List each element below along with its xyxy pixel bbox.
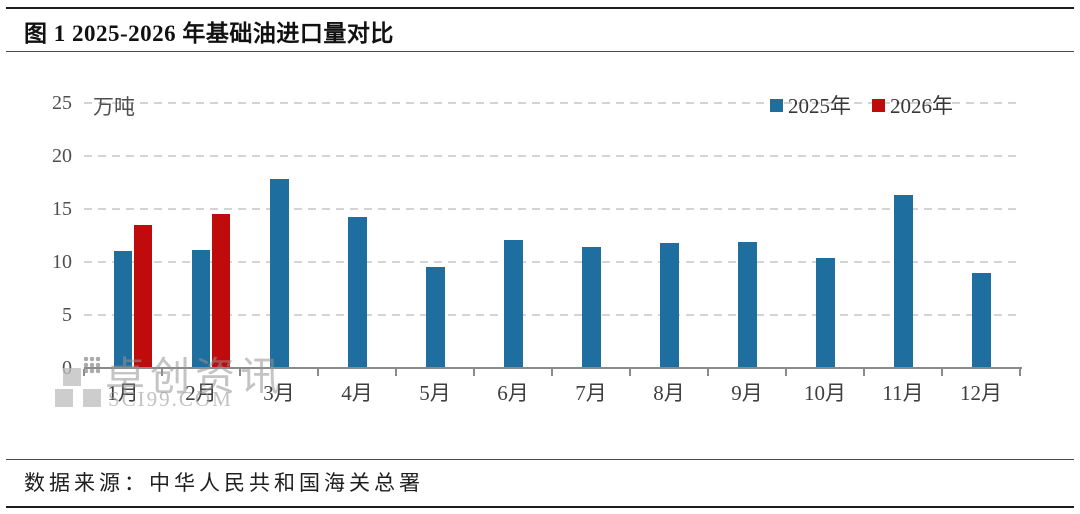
legend-swatch-2025 [770,98,783,112]
x-axis-tick-label-12: 12月 [960,381,1002,405]
x-axis-tick-label-6: 6月 [497,381,529,405]
legend-swatch-2026 [872,98,885,112]
x-axis-tick-label-1: 1月 [107,381,139,405]
bottom-border-line [6,506,1074,508]
data-source-text: 数据来源：中华人民共和国海关总署 [24,471,424,495]
bar-2025-month-8 [659,242,679,368]
watermark-logo-square-icon [55,389,73,407]
bar-2025-month-11 [893,195,913,368]
legend-item-2025: 2025年 [770,90,851,120]
watermark-logo-dots-icon [83,356,101,374]
gridline-y10 [84,261,1016,263]
chart-title: 图 1 2025-2026 年基础油进口量对比 [24,21,394,46]
title-divider-line [6,51,1074,52]
x-axis-tick-mark [317,369,319,376]
gridline-y20 [84,155,1016,157]
x-axis-tick-mark [707,369,709,376]
y-axis-tick-label-20: 20 [52,145,72,167]
x-axis-tick-label-11: 11月 [882,381,924,405]
x-axis-tick-mark [161,369,163,376]
x-axis-tick-mark [1019,369,1021,376]
x-axis-tick-mark [863,369,865,376]
gridline-y15 [84,208,1016,210]
legend-label-2025: 2025年 [788,94,851,118]
x-axis-line [84,367,1022,369]
legend: 2025年 2026年 [770,90,953,120]
x-axis-tick-mark [239,369,241,376]
x-axis-tick-mark [785,369,787,376]
source-divider-line [6,459,1074,460]
x-axis-tick-mark [83,369,85,376]
bar-2025-month-9 [737,241,757,368]
x-axis-tick-label-4: 4月 [341,381,373,405]
bar-2025-month-2 [192,250,210,368]
y-axis-tick-label-5: 5 [62,304,72,326]
x-axis-tick-mark [629,369,631,376]
gridline-y25 [84,102,1016,104]
x-axis-tick-mark [395,369,397,376]
y-axis-tick-label-10: 10 [52,251,72,273]
x-axis-tick-mark [551,369,553,376]
y-axis-tick-label-0: 0 [62,357,72,379]
x-axis-tick-mark [473,369,475,376]
bar-2026-month-1 [134,224,152,368]
bar-2025-month-5 [425,267,445,368]
x-axis-tick-label-2: 2月 [185,381,217,405]
bar-2025-month-10 [815,257,835,368]
y-axis-tick-label-25: 25 [52,92,72,114]
top-border-line [6,7,1074,9]
bar-2025-month-12 [971,272,991,368]
y-axis-unit-label: 万吨 [93,95,135,119]
bar-2026-month-2 [212,214,230,368]
bar-2025-month-3 [269,179,289,368]
bar-2025-month-4 [347,217,367,368]
y-axis-tick-label-15: 15 [52,198,72,220]
legend-label-2026: 2026年 [890,94,953,118]
x-axis-tick-label-8: 8月 [653,381,685,405]
x-axis-tick-label-9: 9月 [731,381,763,405]
bar-2025-month-7 [581,247,601,368]
x-axis-tick-label-3: 3月 [263,381,295,405]
x-axis-tick-mark [941,369,943,376]
x-axis-tick-label-5: 5月 [419,381,451,405]
x-axis-tick-label-10: 10月 [804,381,846,405]
bar-2025-month-1 [114,251,132,368]
bar-2025-month-6 [503,239,523,368]
legend-item-2026: 2026年 [872,90,953,120]
x-axis-tick-label-7: 7月 [575,381,607,405]
gridline-y5 [84,314,1016,316]
